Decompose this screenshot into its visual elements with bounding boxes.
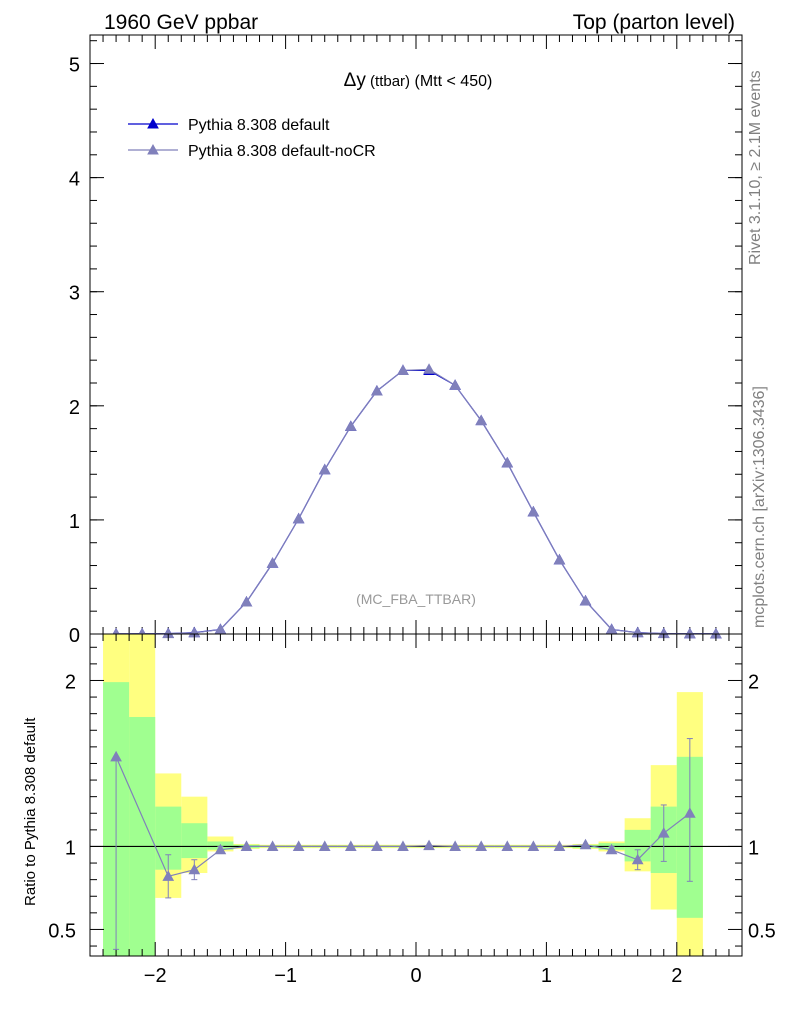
- legend-marker: [147, 117, 159, 129]
- ratio-y-tick-label-right: 0.5: [748, 920, 776, 942]
- ratio-point: [188, 863, 201, 875]
- x-tick-label: −1: [274, 965, 297, 987]
- data-point-1: [292, 512, 305, 524]
- ratio-point: [527, 840, 540, 851]
- ratio-line-0: [115, 756, 691, 878]
- ratio-y-tick-label: 0.5: [48, 920, 76, 942]
- data-point-1: [397, 364, 409, 375]
- data-point-1: [240, 596, 253, 607]
- ratio-y-tick-label: 2: [65, 671, 76, 693]
- mcplots-info: mcplots.cern.ch [arXiv:1306.3436]: [751, 386, 768, 628]
- data-point-1: [449, 379, 461, 390]
- y-tick-label: 3: [69, 283, 80, 305]
- plot-title: Δy (ttbar) (Mtt < 450): [344, 70, 493, 91]
- ratio-point: [605, 843, 618, 855]
- ratio-y-tick-label-right: 1: [748, 837, 759, 859]
- x-tick-label: 0: [410, 965, 421, 987]
- ratio-point: [162, 870, 175, 881]
- title-small: (ttbar): [366, 73, 410, 90]
- data-point-1: [553, 553, 566, 565]
- ratio-point: [553, 840, 566, 851]
- ratio-point: [397, 840, 409, 851]
- ratio-point: [318, 840, 331, 851]
- data-point-1: [266, 557, 279, 568]
- ratio-point: [657, 827, 670, 838]
- ratio-point: [423, 839, 435, 851]
- ratio-point: [631, 853, 644, 865]
- legend-label: Pythia 8.308 default-noCR: [188, 143, 376, 160]
- ratio-point: [266, 840, 279, 851]
- data-point-1: [527, 505, 540, 517]
- ratio-point: [579, 838, 592, 850]
- title-rest: (Mtt < 450): [410, 73, 492, 90]
- title-main: Δy: [344, 70, 367, 91]
- ratio-axis-label: Ratio to Pythia 8.308 default: [22, 717, 39, 906]
- ratio-point: [501, 840, 514, 851]
- ratio-y-tick-label-right: 2: [748, 671, 759, 693]
- ratio-point: [240, 840, 253, 851]
- ratio-point: [292, 840, 305, 851]
- ratio-plot-panel: 0.5 0.5 1 1 2 2 −2 −1 0 1 2: [48, 633, 776, 987]
- data-point-1: [344, 420, 357, 431]
- ratio-point: [214, 843, 227, 855]
- main-plot-panel: Δy (ttbar) (Mtt < 450) (MC_FBA_TTBAR) 0 1…: [69, 34, 743, 647]
- y-tick-label: 1: [69, 511, 80, 533]
- data-point-1: [501, 456, 514, 468]
- data-point-1: [475, 414, 488, 426]
- series-line-1: [116, 368, 716, 635]
- rivet-info: Rivet 3.1.10, ≥ 2.1M events: [747, 70, 764, 265]
- legend: Pythia 8.308 default Pythia 8.308 default…: [128, 117, 376, 160]
- x-tick-label: 1: [541, 965, 552, 987]
- x-tick-label: −2: [144, 965, 167, 987]
- y-tick-label: 5: [69, 55, 80, 77]
- ratio-point: [449, 840, 461, 851]
- data-point-1: [423, 363, 435, 374]
- ratio-point: [683, 807, 696, 818]
- x-tick-label: 2: [671, 965, 682, 987]
- legend-label: Pythia 8.308 default: [188, 117, 330, 134]
- ratio-point: [371, 840, 383, 851]
- legend-marker: [147, 143, 159, 155]
- y-tick-label: 0: [69, 625, 80, 647]
- ratio-y-tick-label: 1: [65, 837, 76, 859]
- data-point-1: [371, 384, 383, 396]
- ratio-frame: [89, 633, 743, 957]
- band-inner-bin: [181, 823, 208, 859]
- collision-label: 1960 GeV ppbar: [104, 11, 258, 34]
- y-tick-label: 4: [69, 169, 80, 191]
- ratio-point: [344, 840, 357, 851]
- y-tick-label: 2: [69, 397, 80, 419]
- process-label: Top (parton level): [573, 11, 735, 34]
- data-point-1: [318, 463, 331, 475]
- ratio-point: [110, 750, 122, 762]
- analysis-name: (MC_FBA_TTBAR): [356, 591, 476, 607]
- ratio-point: [475, 840, 488, 851]
- data-point-1: [579, 594, 592, 606]
